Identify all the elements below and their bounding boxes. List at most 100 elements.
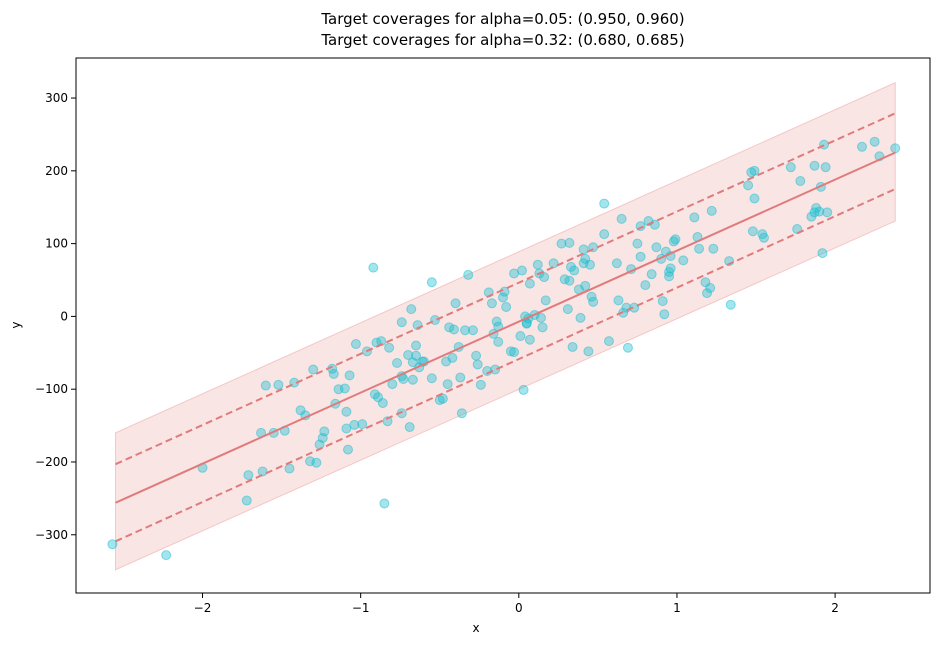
data-point <box>471 350 482 361</box>
data-point <box>456 408 467 419</box>
data-point <box>540 295 551 306</box>
data-point <box>616 213 627 224</box>
y-tick-label: −300 <box>35 528 68 542</box>
plot-area <box>107 81 901 571</box>
data-point <box>341 406 352 417</box>
y-tick-label: −200 <box>35 455 68 469</box>
data-point <box>599 229 610 240</box>
x-axis-ticks: −2 −1 0 1 2 <box>194 593 839 615</box>
data-point <box>379 498 390 509</box>
data-point <box>463 269 474 280</box>
x-tick-label: 0 <box>515 601 523 615</box>
x-axis-label: x <box>472 621 479 635</box>
data-point <box>820 162 831 173</box>
y-tick-label: 100 <box>45 237 68 251</box>
data-point <box>584 259 595 270</box>
data-point <box>107 539 118 550</box>
data-point <box>613 295 624 306</box>
data-point <box>498 292 508 303</box>
data-point <box>649 219 660 230</box>
data-point <box>319 426 330 437</box>
data-point <box>694 243 705 254</box>
data-point <box>411 340 422 351</box>
data-point <box>556 238 567 249</box>
data-point <box>564 275 575 286</box>
data-point <box>501 301 512 312</box>
data-point <box>382 416 393 427</box>
data-point <box>344 370 355 381</box>
data-point <box>524 334 535 345</box>
data-point <box>622 342 633 353</box>
x-tick-label: −2 <box>194 601 212 615</box>
data-point <box>535 312 546 323</box>
data-point <box>493 336 504 347</box>
data-point <box>651 242 662 253</box>
data-point <box>284 463 295 474</box>
data-point <box>448 324 459 335</box>
data-point <box>564 237 575 248</box>
data-point <box>749 193 760 204</box>
data-point <box>657 296 668 307</box>
data-point <box>785 162 796 173</box>
data-point <box>490 364 501 375</box>
data-point <box>702 288 713 299</box>
data-point <box>814 206 825 217</box>
data-point <box>243 470 254 481</box>
data-point <box>426 277 437 288</box>
data-point <box>743 180 754 191</box>
data-point <box>588 296 599 307</box>
data-point <box>795 176 806 187</box>
data-point <box>442 379 453 390</box>
data-point <box>357 419 368 430</box>
data-point <box>629 302 640 313</box>
data-point <box>518 384 529 395</box>
data-point <box>257 466 268 477</box>
data-point <box>537 322 548 333</box>
data-point <box>708 243 719 254</box>
data-point <box>583 346 594 357</box>
data-point <box>460 325 471 336</box>
data-point <box>407 374 418 385</box>
data-point <box>404 422 415 433</box>
y-tick-label: −100 <box>35 382 68 396</box>
data-point <box>343 444 354 455</box>
data-point <box>308 364 319 375</box>
data-point <box>377 398 388 409</box>
data-point <box>387 379 398 390</box>
data-point <box>659 309 670 320</box>
data-point <box>467 325 478 336</box>
data-point <box>747 226 758 237</box>
data-point <box>548 258 559 269</box>
data-point <box>809 160 820 171</box>
data-point <box>578 244 589 255</box>
chart-title-line-1: Target coverages for alpha=0.05: (0.950,… <box>320 10 684 28</box>
data-point <box>539 272 550 283</box>
data-point <box>447 352 458 363</box>
chart-title-line-2: Target coverages for alpha=0.32: (0.680,… <box>320 31 684 49</box>
data-point <box>580 280 591 291</box>
data-point <box>411 350 422 361</box>
data-point <box>311 457 322 468</box>
data-point <box>450 298 461 309</box>
data-point <box>611 258 622 269</box>
data-point <box>725 299 736 310</box>
axes-frame <box>75 57 931 594</box>
data-point <box>472 359 483 370</box>
x-tick-label: −1 <box>352 601 370 615</box>
y-tick-label: 200 <box>45 164 68 178</box>
data-point <box>444 322 455 333</box>
data-point <box>260 380 271 391</box>
data-point <box>705 283 716 294</box>
data-point <box>569 265 580 276</box>
x-tick-label: 2 <box>831 601 839 615</box>
data-point <box>689 212 700 223</box>
data-point <box>890 143 901 154</box>
data-point <box>350 339 361 350</box>
data-point <box>817 248 828 259</box>
data-point <box>426 373 437 384</box>
data-point <box>368 262 379 273</box>
y-tick-label: 0 <box>60 309 68 323</box>
data-point <box>509 347 520 358</box>
data-point <box>328 368 339 379</box>
